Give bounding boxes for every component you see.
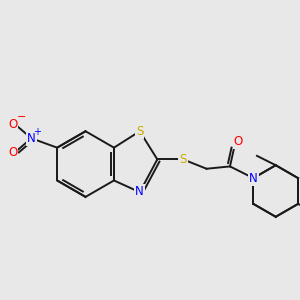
Text: −: − xyxy=(17,112,27,122)
Text: +: + xyxy=(33,128,41,137)
Text: N: N xyxy=(249,172,258,184)
Text: O: O xyxy=(8,118,17,131)
Text: O: O xyxy=(234,135,243,148)
Text: N: N xyxy=(27,132,36,145)
Text: N: N xyxy=(135,184,144,197)
Text: S: S xyxy=(179,153,187,166)
Text: S: S xyxy=(136,125,143,138)
Text: O: O xyxy=(8,146,17,159)
